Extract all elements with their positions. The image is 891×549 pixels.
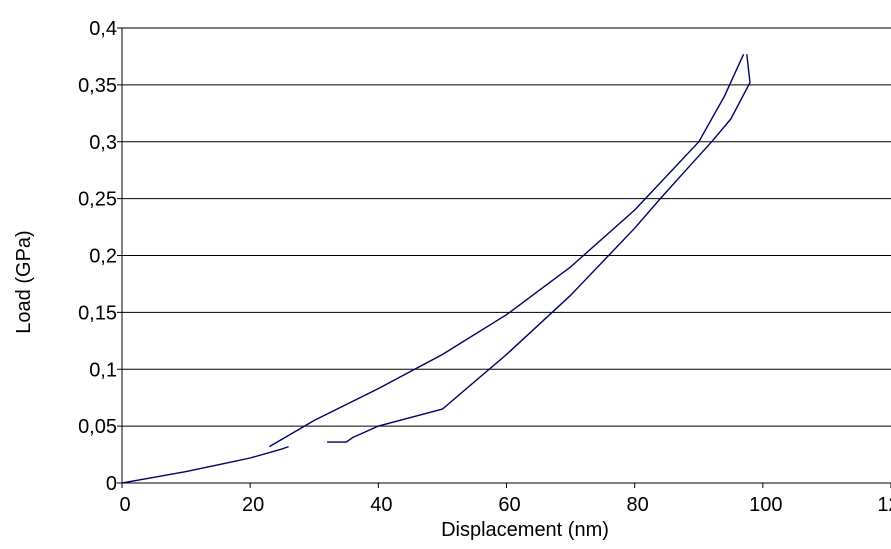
y-tick-label: 0,4 <box>89 18 117 40</box>
y-tick-label: 0,35 <box>78 75 117 97</box>
axes <box>117 27 891 488</box>
series-line-2 <box>269 53 745 448</box>
x-tick-label: 80 <box>627 494 649 516</box>
y-tick-labels: 0 0,05 0,1 0,15 0,2 0,25 0,3 0,35 0,4 <box>78 18 117 495</box>
y-tick-label: 0 <box>106 473 117 495</box>
x-tick-label: 60 <box>498 494 520 516</box>
y-tick-label: 0,3 <box>89 132 117 154</box>
y-tick-label: 0,15 <box>78 302 117 324</box>
x-tick-labels: 0 20 40 60 80 100 120 <box>119 494 891 516</box>
x-tick-label: 20 <box>242 494 264 516</box>
x-tick-label: 120 <box>877 494 891 516</box>
data-lines <box>121 53 751 484</box>
x-tick-label: 100 <box>749 494 782 516</box>
y-tick-label: 0,05 <box>78 416 117 438</box>
x-axis-title: Displacement (nm) <box>441 519 609 541</box>
series-line-3 <box>327 54 751 443</box>
y-axis-title: Load (GPa) <box>13 230 35 333</box>
x-tick-label: 40 <box>370 494 392 516</box>
y-tick-label: 0,25 <box>78 189 117 211</box>
y-tick-label: 0,1 <box>89 359 117 381</box>
gridlines <box>122 27 891 427</box>
series-line-1 <box>121 445 289 484</box>
y-tick-label: 0,2 <box>89 246 117 268</box>
x-tick-label: 0 <box>119 494 130 516</box>
